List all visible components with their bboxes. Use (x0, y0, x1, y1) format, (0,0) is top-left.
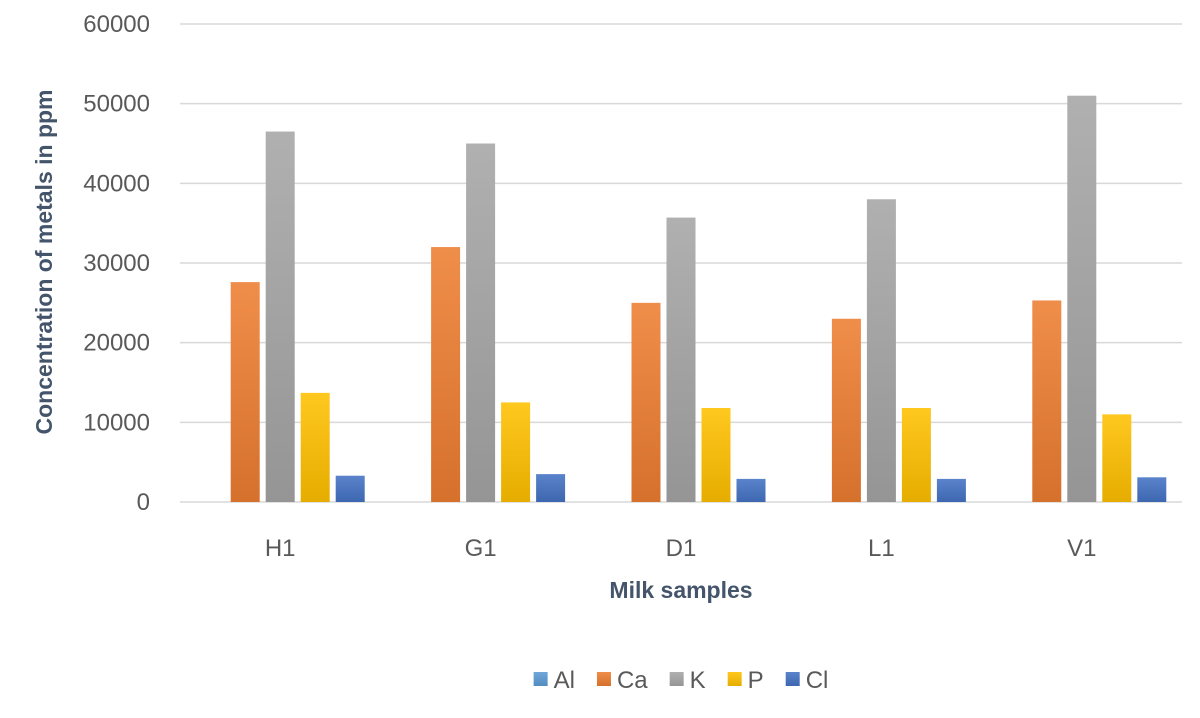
x-axis-title: Milk samples (609, 577, 752, 603)
legend-item-cl: Cl (785, 667, 829, 694)
y-tick-label: 50000 (83, 91, 150, 118)
bar-cl-g1 (536, 474, 566, 502)
x-tick-label: H1 (265, 535, 296, 562)
y-axis-ticks: 0 10000 20000 30000 40000 50000 60000 (83, 11, 150, 516)
y-tick-label: 0 (137, 489, 150, 516)
legend-swatch (533, 672, 548, 686)
legend-item-ca: Ca (596, 667, 648, 694)
bar-cl-l1 (936, 478, 966, 502)
x-tick-label: L1 (868, 535, 895, 562)
bar-p-d1 (701, 407, 731, 502)
y-tick-label: 20000 (83, 330, 150, 357)
legend-label: Ca (617, 667, 648, 694)
bar-p-g1 (501, 402, 531, 502)
legend-swatch (669, 672, 684, 686)
bar-k-l1 (866, 199, 896, 502)
legend-swatch (596, 672, 611, 686)
bar-p-h1 (300, 392, 330, 502)
bar-ca-d1 (631, 302, 661, 502)
legend-label: K (690, 667, 706, 694)
legend: Al Ca K P Cl (533, 667, 829, 694)
bar-k-d1 (666, 217, 696, 502)
legend-item-al: Al (533, 667, 575, 694)
x-tick-label: V1 (1067, 535, 1096, 562)
bar-cl-d1 (736, 478, 766, 502)
legend-label: Cl (806, 667, 829, 694)
y-tick-label: 40000 (83, 170, 150, 197)
bars (230, 95, 1167, 503)
x-axis-ticks: H1 G1 D1 L1 V1 (265, 535, 1097, 562)
bar-cl-h1 (335, 475, 365, 502)
bar-p-l1 (901, 407, 931, 502)
bar-ca-g1 (431, 247, 461, 502)
bar-k-g1 (466, 143, 496, 502)
legend-label: P (748, 667, 764, 694)
legend-swatch (727, 672, 742, 686)
bar-ca-l1 (831, 318, 861, 502)
bar-p-v1 (1102, 414, 1132, 502)
legend-item-p: P (727, 667, 764, 694)
y-tick-label: 60000 (83, 11, 150, 38)
bar-ca-h1 (230, 282, 260, 502)
legend-item-k: K (669, 667, 706, 694)
legend-label: Al (554, 667, 575, 694)
bar-k-h1 (265, 131, 295, 503)
bar-ca-v1 (1032, 300, 1062, 502)
y-tick-label: 30000 (83, 250, 150, 277)
bar-cl-v1 (1137, 477, 1167, 502)
y-tick-label: 10000 (83, 409, 150, 436)
bar-k-v1 (1067, 95, 1097, 502)
x-tick-label: G1 (465, 535, 497, 562)
x-tick-label: D1 (666, 535, 697, 562)
y-axis-title: Concentration of metals in ppm (31, 89, 57, 434)
legend-swatch (785, 672, 800, 686)
